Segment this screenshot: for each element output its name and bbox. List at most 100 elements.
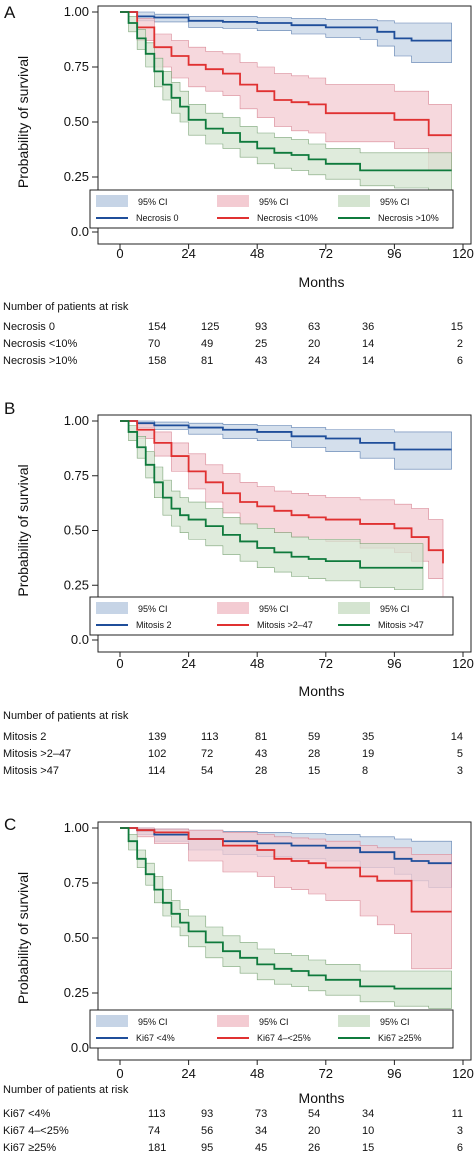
y-tick-label: 0.50 bbox=[64, 930, 89, 945]
x-tick-label: 72 bbox=[319, 246, 333, 261]
legend-ci-swatch bbox=[217, 195, 249, 207]
risk-cell: 125 bbox=[201, 321, 219, 333]
x-tick-label: 24 bbox=[181, 246, 195, 261]
risk-cell: 93 bbox=[255, 321, 267, 333]
risk-row-label: Mitosis 2 bbox=[3, 731, 46, 743]
plot-frame bbox=[97, 414, 472, 653]
risk-cell: 11 bbox=[452, 1108, 463, 1120]
survival-curve-2 bbox=[120, 420, 423, 569]
legend-ci-label: 95% CI bbox=[259, 197, 289, 207]
risk-cell: 54 bbox=[201, 765, 213, 777]
x-tick-label: 120 bbox=[452, 656, 474, 671]
legend-ci-swatch bbox=[96, 602, 128, 614]
x-tick-label: 96 bbox=[387, 246, 401, 261]
risk-cell: 2 bbox=[457, 338, 463, 350]
risk-cell: 5 bbox=[457, 748, 463, 760]
risk-cell: 45 bbox=[255, 1142, 267, 1154]
risk-cell: 24 bbox=[308, 355, 320, 367]
risk-row-label: Necrosis 0 bbox=[3, 321, 55, 333]
risk-cell: 15 bbox=[451, 321, 463, 333]
risk-cell: 15 bbox=[308, 765, 320, 777]
risk-table-title: Number of patients at risk bbox=[3, 710, 129, 722]
ci-band-1 bbox=[120, 11, 452, 171]
x-axis-title: Months bbox=[299, 683, 345, 699]
risk-row-label: Necrosis <10% bbox=[3, 338, 78, 350]
legend-ci-swatch bbox=[338, 602, 370, 614]
legend-series-label: Mitosis 2 bbox=[136, 620, 172, 630]
y-tick-label: 0.75 bbox=[64, 875, 89, 890]
risk-cell: 73 bbox=[255, 1108, 267, 1120]
survival-curve-1 bbox=[120, 827, 452, 913]
x-tick-label: 48 bbox=[250, 656, 264, 671]
risk-cell: 10 bbox=[362, 1125, 374, 1137]
legend-series-label: Ki67 4–<25% bbox=[257, 1033, 311, 1043]
legend-ci-label: 95% CI bbox=[259, 1017, 289, 1027]
y-axis-title: Probability of survival bbox=[15, 56, 31, 188]
risk-cell: 8 bbox=[362, 765, 368, 777]
plot-frame bbox=[97, 821, 472, 1061]
risk-cell: 6 bbox=[457, 1142, 463, 1154]
y-tick-label: 0.75 bbox=[64, 468, 89, 483]
risk-cell: 36 bbox=[362, 321, 374, 333]
x-tick-label: 96 bbox=[387, 1066, 401, 1081]
legend-ci-swatch bbox=[338, 195, 370, 207]
x-tick-label: 0 bbox=[116, 1066, 123, 1081]
y-tick-label: 1.00 bbox=[64, 4, 89, 19]
legend-ci-label: 95% CI bbox=[138, 1017, 168, 1027]
ci-band-2 bbox=[120, 420, 424, 590]
x-tick-label: 0 bbox=[116, 246, 123, 261]
risk-cell: 14 bbox=[362, 338, 374, 350]
y-tick-label: 0.75 bbox=[64, 59, 89, 74]
risk-cell: 34 bbox=[255, 1125, 267, 1137]
risk-cell: 35 bbox=[362, 731, 374, 743]
risk-row-label: Ki67 ≥25% bbox=[3, 1142, 56, 1154]
risk-cell: 43 bbox=[255, 748, 267, 760]
risk-cell: 34 bbox=[362, 1108, 374, 1120]
legend-series-label: Necrosis <10% bbox=[257, 213, 318, 223]
legend-series-label: Necrosis >10% bbox=[378, 213, 439, 223]
risk-cell: 114 bbox=[148, 765, 166, 777]
risk-row-label: Necrosis >10% bbox=[3, 355, 78, 367]
risk-cell: 139 bbox=[148, 731, 166, 743]
legend-ci-label: 95% CI bbox=[138, 604, 168, 614]
risk-cell: 6 bbox=[457, 355, 463, 367]
x-tick-label: 72 bbox=[319, 656, 333, 671]
risk-row-label: Ki67 4–<25% bbox=[3, 1125, 69, 1137]
x-axis-title: Months bbox=[299, 274, 345, 290]
km-panel-b: B Probability of survival 0.0 0.25 0.50 0.75 1… bbox=[3, 399, 474, 777]
km-panel-c: C Probability of survival 0.0 0.25 0.50 0.75 1… bbox=[3, 815, 474, 1154]
legend-ci-label: 95% CI bbox=[259, 604, 289, 614]
ci-band-0 bbox=[120, 11, 452, 63]
x-tick-label: 120 bbox=[452, 246, 474, 261]
km-panel-a: A Probability of survival 0.0 0.25 0.50 0.75 1… bbox=[3, 3, 474, 367]
risk-cell: 3 bbox=[457, 765, 463, 777]
legend-series-label: Mitosis >47 bbox=[378, 620, 424, 630]
legend-ci-swatch bbox=[338, 1015, 370, 1027]
survival-curve-2 bbox=[120, 11, 452, 172]
y-tick-label: 0.50 bbox=[64, 523, 89, 538]
legend-series-label: Mitosis >2–47 bbox=[257, 620, 313, 630]
panel-label: B bbox=[4, 399, 15, 418]
risk-cell: 102 bbox=[148, 748, 166, 760]
x-tick-label: 48 bbox=[250, 246, 264, 261]
risk-cell: 59 bbox=[308, 731, 320, 743]
risk-cell: 154 bbox=[148, 321, 166, 333]
y-tick-label: 0.0 bbox=[71, 632, 89, 647]
risk-cell: 3 bbox=[457, 1125, 463, 1137]
survival-curve-1 bbox=[120, 420, 444, 564]
risk-cell: 54 bbox=[308, 1108, 320, 1120]
x-tick-label: 120 bbox=[452, 1066, 474, 1081]
legend-series-label: Ki67 <4% bbox=[136, 1033, 175, 1043]
y-tick-label: 0.25 bbox=[64, 985, 89, 1000]
x-tick-label: 24 bbox=[181, 1066, 195, 1081]
risk-cell: 113 bbox=[148, 1108, 166, 1120]
risk-cell: 181 bbox=[148, 1142, 166, 1154]
y-axis-title: Probability of survival bbox=[15, 464, 31, 596]
risk-cell: 28 bbox=[255, 765, 267, 777]
y-axis-title: Probability of survival bbox=[15, 872, 31, 1004]
survival-curve-1 bbox=[120, 11, 452, 137]
legend-ci-label: 95% CI bbox=[380, 1017, 410, 1027]
y-tick-label: 1.00 bbox=[64, 413, 89, 428]
x-tick-label: 96 bbox=[387, 656, 401, 671]
